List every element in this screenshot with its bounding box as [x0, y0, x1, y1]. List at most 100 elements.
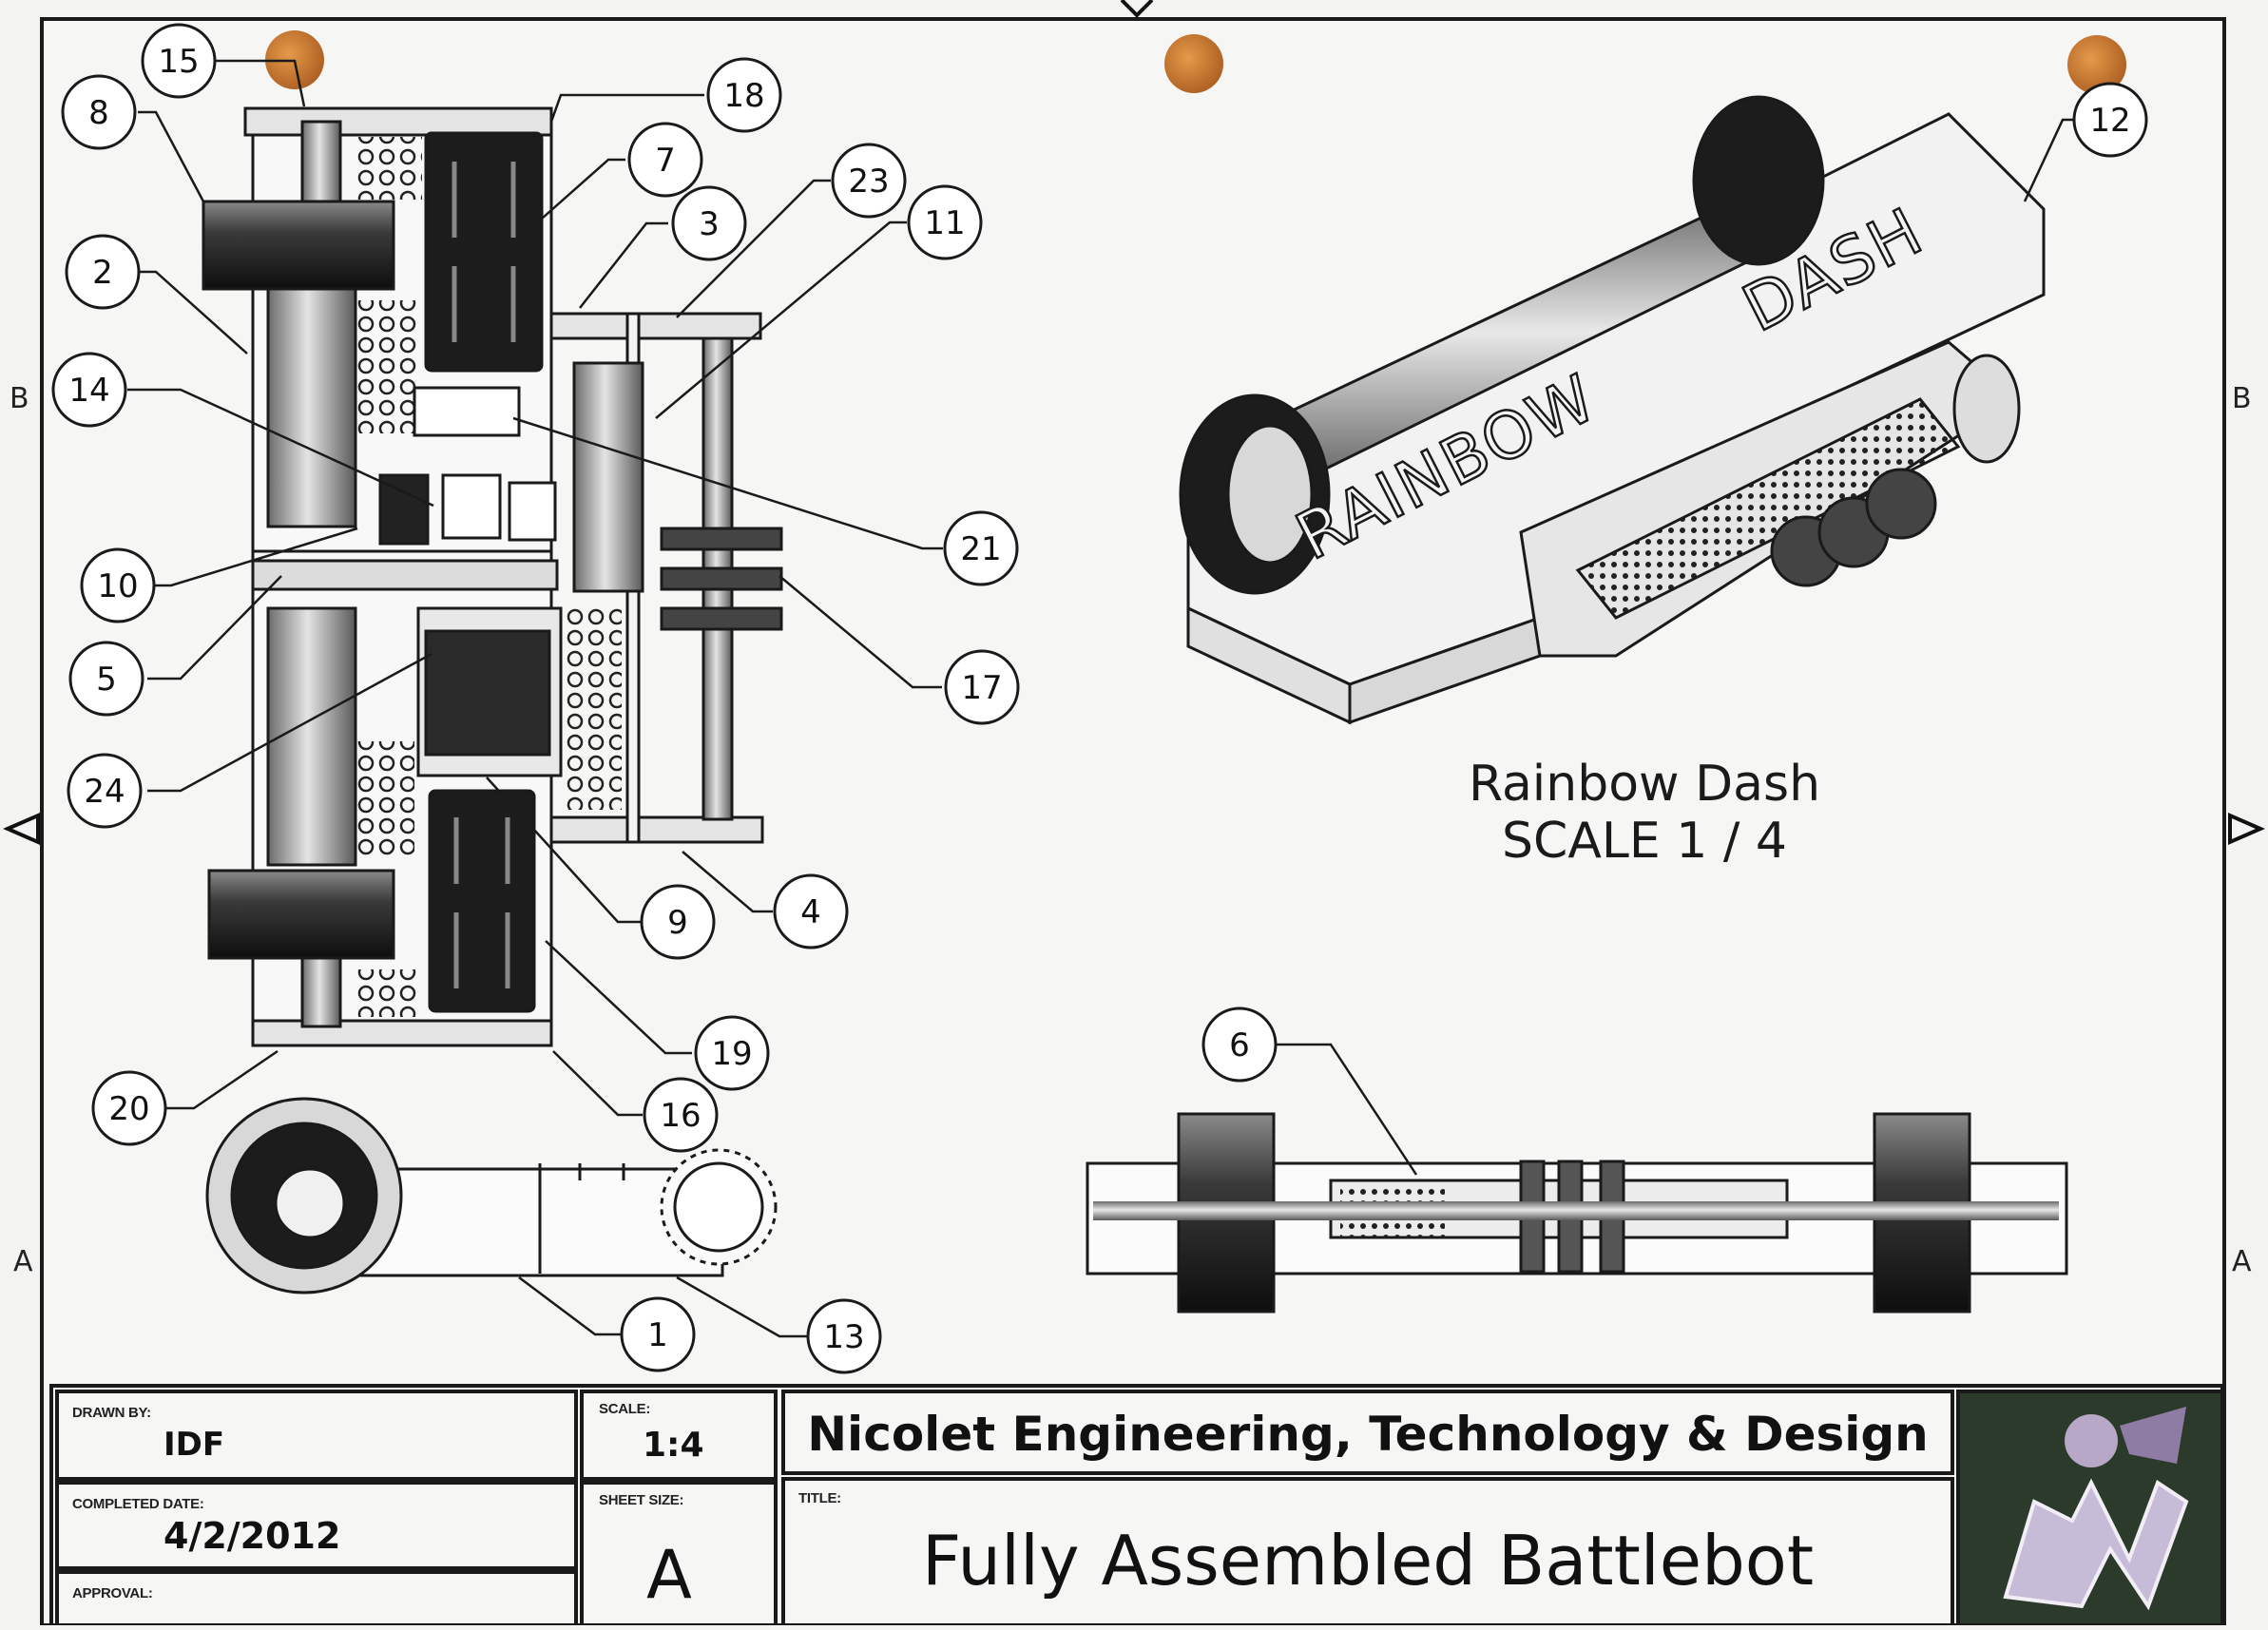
balloon-1: 1 [620, 1296, 696, 1372]
balloon-circle [643, 1077, 719, 1153]
balloon-circle [831, 143, 907, 219]
balloon-number: 10 [97, 567, 138, 605]
balloon-number: 12 [2089, 102, 2130, 140]
view-scale: SCALE 1 / 4 [1502, 812, 1787, 870]
balloon-circle [907, 184, 983, 260]
balloon-5: 5 [68, 641, 144, 717]
balloon-15: 15 [141, 23, 217, 99]
balloon-circle [51, 352, 127, 428]
balloon-number: 8 [88, 94, 109, 132]
balloon-20: 20 [91, 1070, 167, 1146]
balloon-circle [1201, 1007, 1278, 1083]
balloon-number: 3 [699, 205, 720, 243]
balloon-number: 23 [848, 163, 889, 201]
balloon-circle [61, 74, 137, 150]
balloon-3: 3 [671, 185, 747, 261]
drawing-title: Fully Assembled Battlebot [921, 1521, 1815, 1601]
balloon-number: 17 [961, 669, 1002, 707]
front-view [1086, 1112, 2068, 1314]
balloon-number: 2 [92, 254, 113, 292]
balloon-circle [706, 57, 782, 133]
balloon-number: 20 [108, 1090, 149, 1128]
balloon-23: 23 [831, 143, 907, 219]
balloon-16: 16 [643, 1077, 719, 1153]
balloon-number: 7 [655, 142, 676, 180]
balloon-13: 13 [806, 1298, 882, 1374]
completed-date-value: 4/2/2012 [163, 1515, 341, 1557]
school-logo [2003, 1407, 2189, 1611]
center-mark-right [2228, 812, 2265, 846]
balloon-number: 11 [924, 204, 965, 242]
approval-label: APPROVAL: [72, 1585, 153, 1601]
balloon-number: 15 [158, 43, 199, 81]
balloon-number: 1 [647, 1316, 668, 1354]
zone-label-right-a: A [2232, 1245, 2252, 1278]
balloon-circle [141, 23, 217, 99]
scale-value: 1:4 [643, 1426, 704, 1465]
balloon-24: 24 [67, 753, 143, 829]
balloon-number: 24 [84, 773, 125, 811]
balloon-4: 4 [773, 873, 849, 949]
balloon-number: 6 [1229, 1026, 1250, 1064]
balloon-2: 2 [65, 234, 141, 310]
balloon-number: 21 [960, 530, 1001, 568]
balloon-number: 18 [723, 77, 764, 115]
isometric-view [1179, 95, 2046, 725]
balloon-7: 7 [627, 122, 703, 198]
balloon-10: 10 [80, 547, 156, 623]
balloon-19: 19 [694, 1015, 770, 1091]
balloon-circle [91, 1070, 167, 1146]
balloon-number: 9 [667, 904, 688, 942]
balloon-circle [640, 884, 716, 960]
balloon-circle [68, 641, 144, 717]
wood-marker [1164, 34, 1223, 93]
drawn-by-label: DRAWN BY: [72, 1405, 151, 1421]
balloon-circle [620, 1296, 696, 1372]
balloon-11: 11 [907, 184, 983, 260]
view-name: Rainbow Dash [1468, 756, 1821, 813]
organization-name: Nicolet Engineering, Technology & Design [807, 1407, 1929, 1462]
balloon-number: 5 [96, 661, 117, 699]
zone-label-left-b: B [10, 382, 29, 415]
center-mark-left [3, 812, 40, 846]
balloon-number: 19 [711, 1035, 752, 1073]
balloon-9: 9 [640, 884, 716, 960]
balloon-number: 13 [823, 1318, 864, 1356]
wood-marker [2067, 35, 2126, 94]
drawn-by-value: IDF [163, 1426, 225, 1464]
completed-date-label: COMPLETED DATE: [72, 1496, 204, 1512]
balloon-number: 14 [68, 372, 109, 410]
balloon-circle [773, 873, 849, 949]
balloon-circle [2072, 82, 2148, 158]
balloon-6: 6 [1201, 1007, 1278, 1083]
balloon-12: 12 [2072, 82, 2148, 158]
title-label: TITLE: [798, 1490, 841, 1506]
view-caption: Rainbow Dash SCALE 1 / 4 [1407, 756, 1882, 871]
balloon-circle [943, 510, 1019, 586]
balloon-17: 17 [944, 649, 1020, 725]
balloon-circle [627, 122, 703, 198]
balloon-callouts: 15 8 2 14 10 5 24 20 18 73 23 11 21 17 4 9 19 16 1 13 12 6 [51, 23, 2148, 1374]
top-view [202, 106, 783, 1047]
balloon-circle [80, 547, 156, 623]
center-mark-top [1120, 0, 1154, 18]
balloon-21: 21 [943, 510, 1019, 586]
balloon-circle [694, 1015, 770, 1091]
zone-label-left-a: A [13, 1245, 33, 1278]
zone-label-right-b: B [2232, 382, 2252, 415]
scale-label: SCALE: [599, 1401, 651, 1417]
balloon-number: 16 [660, 1097, 701, 1135]
balloon-18: 18 [706, 57, 782, 133]
sheet-size-value: A [646, 1536, 692, 1614]
balloon-circle [67, 753, 143, 829]
balloon-8: 8 [61, 74, 137, 150]
sheet-size-label: SHEET SIZE: [599, 1492, 684, 1508]
balloon-number: 4 [800, 893, 821, 931]
balloon-circle [671, 185, 747, 261]
balloon-circle [806, 1298, 882, 1374]
balloon-circle [65, 234, 141, 310]
side-view [205, 1097, 778, 1294]
balloon-circle [944, 649, 1020, 725]
balloon-14: 14 [51, 352, 127, 428]
